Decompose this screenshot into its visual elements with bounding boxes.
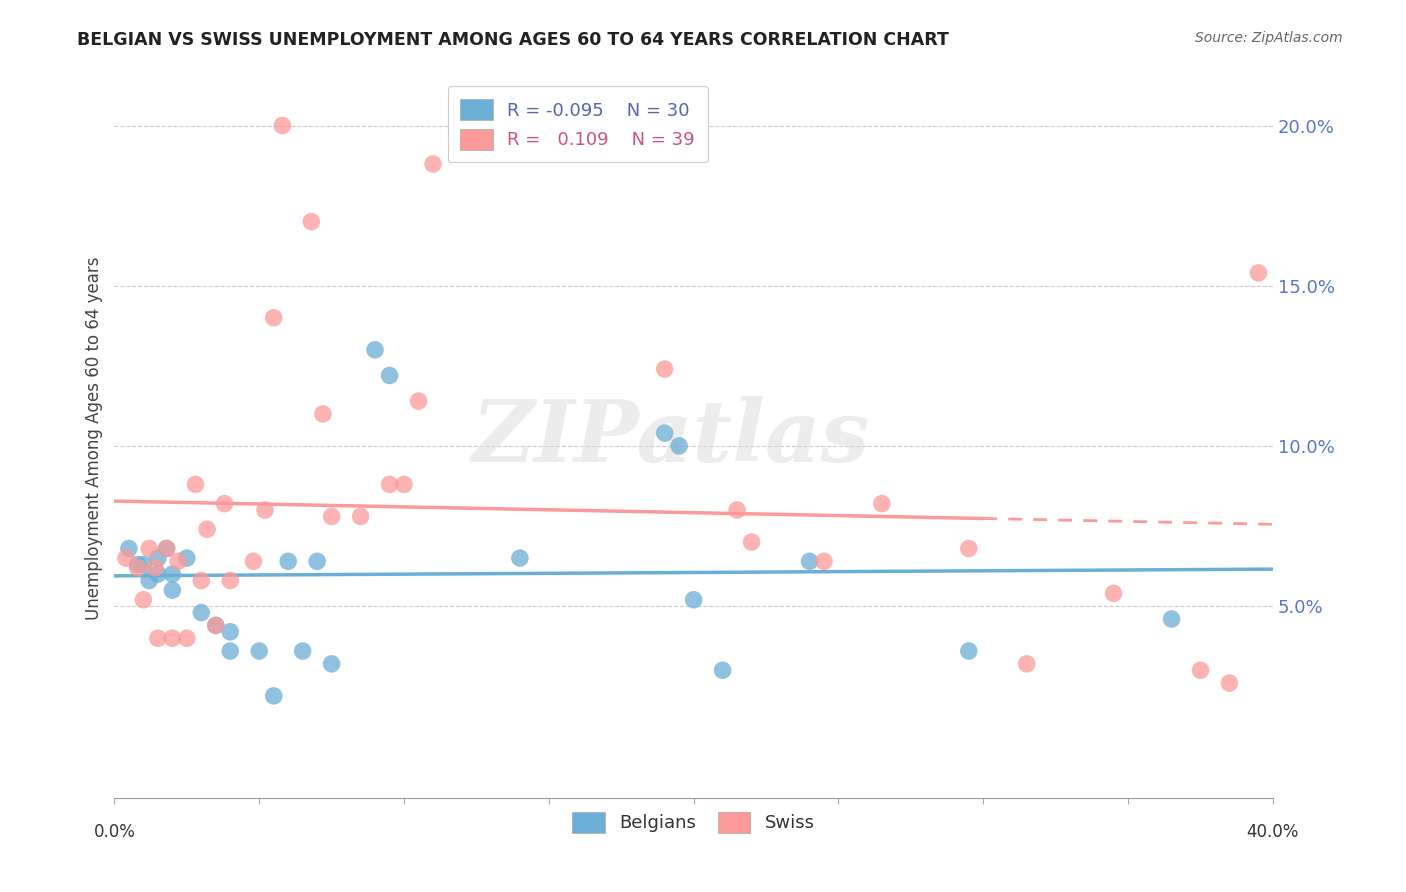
Point [263, 310, 285, 325]
Point [682, 592, 704, 607]
Point [176, 631, 198, 645]
Point [668, 439, 690, 453]
Point [1218, 676, 1240, 690]
Point [146, 631, 169, 645]
Point [364, 343, 387, 357]
Point [870, 497, 893, 511]
Point [167, 554, 190, 568]
Point [118, 541, 141, 556]
Point [813, 554, 835, 568]
Point [214, 497, 236, 511]
Point [725, 503, 748, 517]
Text: BELGIAN VS SWISS UNEMPLOYMENT AMONG AGES 60 TO 64 YEARS CORRELATION CHART: BELGIAN VS SWISS UNEMPLOYMENT AMONG AGES… [77, 31, 949, 49]
Point [162, 631, 184, 645]
Point [132, 592, 155, 607]
Point [378, 477, 401, 491]
Legend: Belgians, Swiss: Belgians, Swiss [565, 805, 823, 840]
Point [138, 574, 160, 588]
Point [162, 567, 184, 582]
Point [271, 119, 294, 133]
Point [378, 368, 401, 383]
Point [957, 541, 980, 556]
Point [321, 509, 343, 524]
Point [799, 554, 821, 568]
Point [155, 541, 177, 556]
Point [138, 541, 160, 556]
Point [155, 541, 177, 556]
Point [219, 574, 242, 588]
Point [408, 394, 430, 409]
Text: 0.0%: 0.0% [93, 823, 135, 841]
Point [127, 560, 149, 574]
Point [422, 157, 444, 171]
Point [132, 558, 155, 572]
Point [392, 477, 415, 491]
Point [277, 554, 299, 568]
Point [1160, 612, 1182, 626]
Point [312, 407, 335, 421]
Point [162, 583, 184, 598]
Point [263, 689, 285, 703]
Point [957, 644, 980, 658]
Point [711, 663, 734, 677]
Point [247, 644, 270, 658]
Point [741, 535, 763, 549]
Point [195, 522, 218, 536]
Point [143, 560, 166, 574]
Point [190, 606, 212, 620]
Point [146, 551, 169, 566]
Point [242, 554, 264, 568]
Point [291, 644, 314, 658]
Point [1247, 266, 1270, 280]
Point [1102, 586, 1125, 600]
Point [321, 657, 343, 671]
Point [654, 362, 676, 376]
Point [654, 426, 676, 441]
Point [115, 551, 138, 566]
Point [190, 574, 212, 588]
Point [299, 214, 322, 228]
Point [307, 554, 329, 568]
Point [176, 551, 198, 566]
Point [1189, 663, 1212, 677]
Point [219, 644, 242, 658]
Text: Source: ZipAtlas.com: Source: ZipAtlas.com [1195, 31, 1343, 45]
Point [146, 567, 169, 582]
Y-axis label: Unemployment Among Ages 60 to 64 years: Unemployment Among Ages 60 to 64 years [86, 256, 103, 620]
Point [253, 503, 276, 517]
Point [1015, 657, 1038, 671]
Point [204, 618, 226, 632]
Point [509, 551, 531, 566]
Text: 40.0%: 40.0% [1247, 823, 1299, 841]
Point [204, 618, 226, 632]
Point [127, 558, 149, 572]
Text: ZIPatlas: ZIPatlas [471, 396, 869, 480]
Point [349, 509, 371, 524]
Point [219, 624, 242, 639]
Point [184, 477, 207, 491]
